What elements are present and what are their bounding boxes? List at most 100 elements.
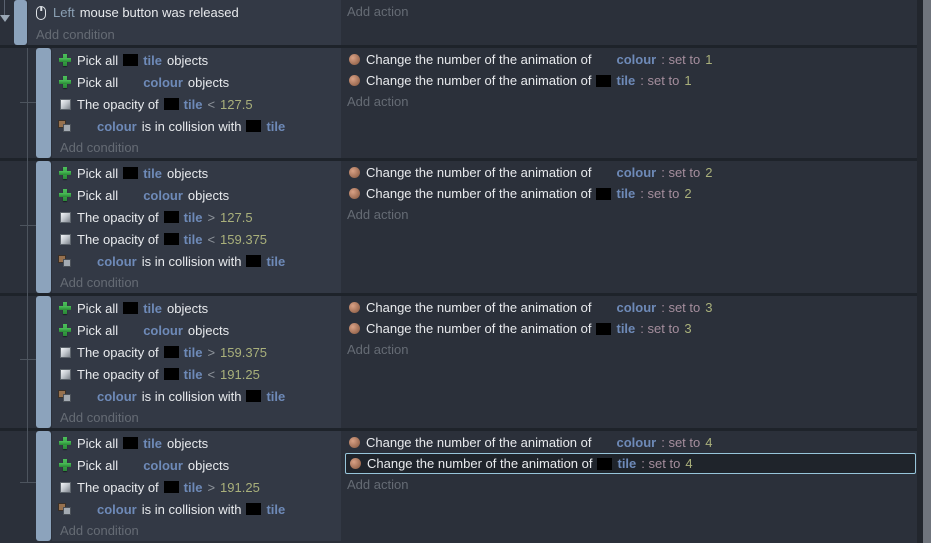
pick-plus-icon — [58, 459, 72, 471]
opacity-icon — [58, 481, 72, 493]
condition-num: 159.375 — [220, 231, 268, 247]
add-condition-button[interactable]: Add condition — [60, 523, 139, 538]
condition-row[interactable]: Pick all colour objects — [58, 319, 335, 341]
opacity-icon — [58, 211, 72, 223]
opacity-icon — [58, 368, 72, 380]
animation-icon — [347, 54, 361, 65]
animation-icon-glyph — [348, 302, 360, 313]
action-object-name: colour — [616, 165, 657, 180]
event-drag-bar[interactable] — [36, 431, 51, 541]
condition-object-name: colour — [143, 457, 183, 473]
action-text: Change the number of the animation of — [366, 321, 592, 336]
pick-plus-icon-glyph — [59, 189, 71, 201]
add-action-button[interactable]: Add action — [347, 94, 409, 109]
condition-row[interactable]: Pick all colour objects — [58, 71, 335, 93]
action-row[interactable]: Change the number of the animation of col… — [345, 162, 916, 183]
action-value: 1 — [705, 52, 713, 67]
condition-op: < — [207, 366, 216, 382]
condition-row[interactable]: The opacity of tile <127.5 — [58, 93, 335, 115]
condition-num: 127.5 — [220, 209, 253, 225]
object-thumbnail — [163, 368, 179, 380]
action-object-name: tile — [616, 73, 636, 88]
condition-op: > — [207, 479, 216, 495]
condition-text: objects — [166, 435, 209, 451]
animation-icon-glyph — [348, 188, 360, 199]
condition-object-name: colour — [143, 187, 183, 203]
condition-object-name: tile — [266, 253, 286, 269]
add-condition-button[interactable]: Add condition — [36, 27, 115, 42]
condition-row[interactable]: The opacity of tile <191.25 — [58, 363, 335, 385]
conditions-panel: Pick all tile objects Pick all colour objects… — [52, 431, 341, 541]
pick-plus-icon — [58, 76, 72, 88]
condition-text: The opacity of — [77, 479, 159, 495]
action-text: Change the number of the animation of — [366, 73, 592, 88]
pick-plus-icon — [58, 189, 72, 201]
collapse-arrow-icon[interactable] — [0, 15, 10, 22]
condition-row[interactable]: Left mouse button was released — [34, 1, 335, 24]
event-separator — [0, 293, 917, 296]
condition-row[interactable]: colour is in collision with tile — [58, 115, 335, 137]
condition-row[interactable]: Pick all colour objects — [58, 184, 335, 206]
add-condition-button[interactable]: Add condition — [60, 275, 139, 290]
condition-row[interactable]: Pick all tile objects — [58, 297, 335, 319]
animation-icon — [348, 458, 362, 469]
action-row[interactable]: Change the number of the animation of col… — [345, 432, 916, 453]
event-gutter — [0, 161, 52, 293]
condition-row[interactable]: Pick all tile objects — [58, 49, 335, 71]
pick-plus-icon-glyph — [59, 302, 71, 314]
opacity-icon-glyph — [59, 211, 71, 223]
object-thumbnail — [77, 503, 92, 515]
action-set-label: : set to — [661, 165, 701, 180]
add-action-button[interactable]: Add action — [347, 477, 409, 492]
condition-row[interactable]: Pick all tile objects — [58, 162, 335, 184]
object-thumbnail — [596, 302, 611, 314]
action-row[interactable]: Change the number of the animation of til… — [345, 183, 916, 204]
event-drag-bar[interactable] — [14, 0, 27, 45]
add-action-button[interactable]: Add action — [347, 207, 409, 222]
event-gutter — [0, 296, 52, 428]
event-block: Pick all tile objects Pick all colour objects… — [0, 48, 917, 158]
event-drag-bar[interactable] — [36, 48, 51, 158]
action-row[interactable]: Change the number of the animation of col… — [345, 49, 916, 70]
condition-num: 191.25 — [220, 366, 260, 382]
collision-icon-glyph — [58, 502, 72, 516]
action-row[interactable]: Change the number of the animation of col… — [345, 297, 916, 318]
action-row[interactable]: Change the number of the animation of til… — [345, 70, 916, 91]
condition-row[interactable]: The opacity of tile >191.25 — [58, 476, 335, 498]
action-text: Change the number of the animation of — [366, 435, 592, 450]
condition-row[interactable]: Pick all colour objects — [58, 454, 335, 476]
condition-object-name: colour — [97, 253, 137, 269]
actions-column: Change the number of the animation of col… — [341, 161, 917, 293]
action-row[interactable]: Change the number of the animation of til… — [345, 318, 916, 339]
add-condition-button[interactable]: Add condition — [60, 410, 139, 425]
condition-row[interactable]: colour is in collision with tile — [58, 498, 335, 520]
event-drag-bar[interactable] — [36, 161, 51, 293]
add-action-button[interactable]: Add action — [347, 4, 409, 19]
event-block: Pick all tile objects Pick all colour objects… — [0, 431, 917, 541]
actions-column: Change the number of the animation of col… — [341, 296, 917, 428]
condition-op: > — [207, 344, 216, 360]
subevents-tree-line — [27, 48, 28, 482]
add-action-button[interactable]: Add action — [347, 342, 409, 357]
condition-num: 159.375 — [220, 344, 268, 360]
add-condition-button[interactable]: Add condition — [60, 140, 139, 155]
object-thumbnail — [246, 503, 262, 515]
object-thumbnail — [596, 322, 612, 335]
object-thumbnail — [246, 255, 262, 267]
object-thumbnail — [163, 233, 179, 245]
condition-row[interactable]: colour is in collision with tile — [58, 250, 335, 272]
pick-plus-icon-glyph — [59, 76, 71, 88]
object-thumbnail — [77, 120, 92, 132]
action-row[interactable]: Change the number of the animation of til… — [345, 453, 916, 474]
condition-row[interactable]: The opacity of tile >159.375 — [58, 341, 335, 363]
pick-plus-icon — [58, 324, 72, 336]
object-thumbnail — [163, 211, 179, 223]
condition-text: The opacity of — [77, 344, 159, 360]
condition-text: objects — [187, 74, 230, 90]
condition-row[interactable]: colour is in collision with tile — [58, 385, 335, 407]
condition-row[interactable]: Pick all tile objects — [58, 432, 335, 454]
event-drag-bar[interactable] — [36, 296, 51, 428]
condition-row[interactable]: The opacity of tile <159.375 — [58, 228, 335, 250]
scrollbar-thumb[interactable] — [923, 0, 931, 543]
condition-row[interactable]: The opacity of tile >127.5 — [58, 206, 335, 228]
